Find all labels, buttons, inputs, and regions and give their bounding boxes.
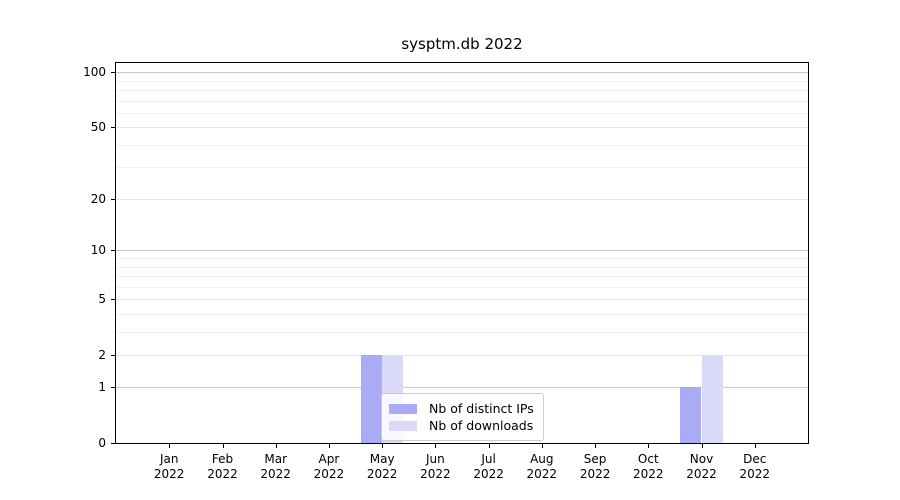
x-axis-tick bbox=[435, 444, 437, 448]
grid-line-minor bbox=[116, 331, 808, 333]
x-tick-month: Sep bbox=[583, 452, 607, 466]
plot-inner: Nb of distinct IPs Nb of downloads bbox=[116, 63, 808, 443]
y-axis-tick bbox=[111, 443, 115, 444]
bar-nov-series1 bbox=[680, 387, 702, 443]
x-tick-year: 2022 bbox=[579, 467, 611, 481]
grid-line-major bbox=[116, 127, 808, 129]
y-tick-label: 50 bbox=[90, 120, 106, 135]
y-axis-tick bbox=[111, 387, 115, 389]
y-tick-label: 0 bbox=[98, 436, 106, 450]
x-axis-tick bbox=[169, 444, 171, 448]
y-axis-tick bbox=[111, 354, 115, 356]
x-tick-month: Jan bbox=[159, 452, 179, 466]
x-tick-month: Jul bbox=[481, 452, 496, 466]
x-tick-label: Apr 2022 bbox=[289, 452, 369, 482]
x-tick-month: Oct bbox=[637, 452, 659, 466]
y-axis-tick bbox=[111, 250, 115, 252]
y-tick-label: 100 bbox=[83, 65, 106, 80]
y-axis-tick bbox=[111, 72, 115, 74]
legend: Nb of distinct IPs Nb of downloads bbox=[381, 393, 544, 441]
y-axis-tick bbox=[111, 198, 115, 200]
legend-row: Nb of distinct IPs bbox=[389, 400, 534, 417]
x-tick-month: Jun bbox=[426, 452, 445, 466]
y-tick-label: 10 bbox=[90, 243, 106, 258]
x-tick-year: 2022 bbox=[153, 467, 185, 481]
legend-row: Nb of downloads bbox=[389, 417, 534, 434]
x-tick-year: 2022 bbox=[207, 467, 238, 481]
x-tick-year: 2022 bbox=[686, 467, 717, 481]
x-tick-month: Aug bbox=[530, 452, 554, 466]
y-axis-tick bbox=[111, 299, 115, 301]
x-tick-label: Aug 2022 bbox=[502, 452, 582, 482]
x-tick-year: 2022 bbox=[260, 467, 291, 481]
x-axis-tick bbox=[275, 444, 277, 448]
x-tick-month: May bbox=[369, 452, 395, 466]
grid-line-minor bbox=[116, 276, 808, 277]
y-tick-label: 20 bbox=[90, 191, 106, 206]
x-axis-tick bbox=[701, 444, 703, 448]
x-tick-label: Mar 2022 bbox=[236, 452, 316, 482]
x-tick-year: 2022 bbox=[473, 467, 504, 481]
grid-line-major bbox=[116, 354, 808, 356]
x-tick-month: Apr bbox=[318, 452, 340, 466]
x-tick-month: Dec bbox=[743, 452, 767, 466]
plot-area: Nb of distinct IPs Nb of downloads bbox=[115, 62, 809, 444]
bar-nov-series2 bbox=[701, 354, 723, 443]
grid-line-minor bbox=[116, 144, 808, 146]
x-tick-year: 2022 bbox=[739, 467, 771, 481]
x-tick-label: Dec 2022 bbox=[715, 452, 795, 482]
x-tick-label: Jul 2022 bbox=[449, 452, 529, 482]
x-tick-year: 2022 bbox=[526, 467, 558, 481]
grid-line-minor bbox=[116, 286, 808, 288]
grid-line-decade bbox=[116, 72, 808, 74]
x-axis-tick bbox=[595, 444, 597, 448]
x-tick-month: Mar bbox=[264, 452, 287, 466]
bar-may-series1 bbox=[360, 354, 383, 443]
x-tick-label: Nov 2022 bbox=[662, 452, 742, 482]
x-axis-tick bbox=[754, 444, 756, 448]
y-tick-label: 5 bbox=[98, 292, 106, 307]
grid-line-decade bbox=[116, 387, 808, 389]
grid-line-minor bbox=[116, 266, 808, 268]
grid-line-major bbox=[116, 198, 808, 200]
grid-line-minor bbox=[116, 112, 808, 114]
x-tick-label: Jan 2022 bbox=[129, 452, 209, 482]
legend-swatch-series2 bbox=[389, 420, 417, 431]
y-tick-label: 2 bbox=[98, 347, 106, 362]
x-tick-year: 2022 bbox=[313, 467, 345, 481]
y-tick-label: 1 bbox=[98, 380, 106, 395]
chart-title: sysptm.db 2022 bbox=[401, 35, 523, 53]
x-axis-tick bbox=[382, 444, 384, 448]
x-tick-label: Jun 2022 bbox=[395, 452, 475, 482]
x-tick-label: Feb 2022 bbox=[183, 452, 263, 482]
x-tick-month: Nov bbox=[689, 452, 714, 466]
x-axis-tick bbox=[488, 444, 490, 448]
x-axis-tick bbox=[328, 444, 330, 448]
grid-line-minor bbox=[116, 258, 808, 260]
x-tick-year: 2022 bbox=[633, 467, 664, 481]
grid-line-minor bbox=[116, 167, 808, 169]
x-axis-tick bbox=[648, 444, 650, 448]
x-tick-year: 2022 bbox=[420, 467, 451, 481]
x-tick-label: Oct 2022 bbox=[608, 452, 688, 482]
grid-line-major bbox=[116, 299, 808, 301]
grid-line-minor bbox=[116, 313, 808, 315]
grid-line-minor bbox=[116, 90, 808, 92]
legend-label: Nb of downloads bbox=[429, 418, 534, 433]
grid-line-decade bbox=[116, 250, 808, 252]
x-tick-label: May 2022 bbox=[342, 452, 422, 482]
y-axis-tick bbox=[111, 127, 115, 129]
x-tick-label: Sep 2022 bbox=[555, 452, 635, 482]
grid-line-minor bbox=[116, 100, 808, 102]
x-tick-year: 2022 bbox=[366, 467, 398, 481]
x-axis-tick bbox=[541, 444, 543, 448]
x-axis-tick bbox=[222, 444, 224, 448]
x-tick-month: Feb bbox=[211, 452, 234, 466]
legend-label: Nb of distinct IPs bbox=[429, 401, 534, 416]
grid-line-minor bbox=[116, 80, 808, 82]
legend-swatch-series1 bbox=[389, 403, 417, 414]
